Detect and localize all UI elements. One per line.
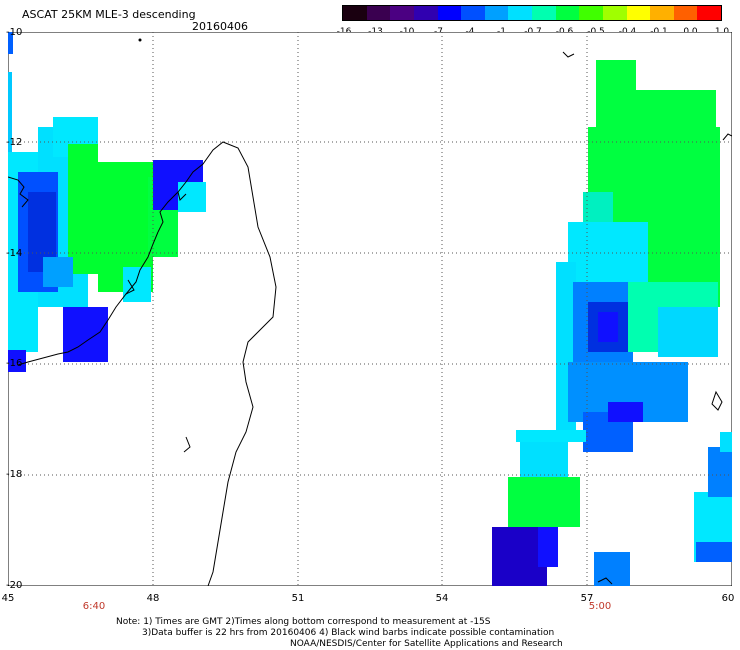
time-label-east: 5:00 xyxy=(588,601,612,612)
plot-title: ASCAT 25KM MLE-3 descending xyxy=(22,8,196,21)
y-label-12: -12 xyxy=(6,137,23,148)
data-swath-west xyxy=(8,32,206,372)
colorbar-segment xyxy=(508,6,532,20)
colorbar-segment xyxy=(390,6,414,20)
colorbar-segment xyxy=(697,6,721,20)
x-label-45: 45 xyxy=(1,593,15,604)
plot-date: 20160406 xyxy=(192,20,248,33)
footnote-line-1: Note: 1) Times are GMT 2)Times along bot… xyxy=(116,617,491,627)
footnote-line-2: 3)Data buffer is 22 hrs from 20160406 4)… xyxy=(142,628,555,638)
y-label-18: -18 xyxy=(6,469,23,480)
y-label-10: -10 xyxy=(6,27,23,38)
y-label-14: -14 xyxy=(6,248,23,259)
colorbar-segment xyxy=(437,6,462,20)
x-label-57: 57 xyxy=(580,593,594,604)
reference-dot xyxy=(138,38,142,42)
colorbar-segment xyxy=(602,6,627,20)
x-label-54: 54 xyxy=(435,593,449,604)
colorbar-segment xyxy=(673,6,698,20)
colorbar-segment xyxy=(579,6,603,20)
colorbar-segment xyxy=(555,6,580,20)
x-label-51: 51 xyxy=(291,593,305,604)
colorbar-segment xyxy=(650,6,674,20)
colorbar-segment xyxy=(532,6,556,20)
colorbar-segment xyxy=(484,6,509,20)
colorbar-segment xyxy=(626,6,651,20)
y-label-20: -20 xyxy=(6,580,23,591)
x-label-48: 48 xyxy=(146,593,160,604)
colorbar-segment xyxy=(366,6,391,20)
colorbar xyxy=(342,5,722,21)
map-canvas xyxy=(8,32,732,586)
colorbar-segment xyxy=(461,6,485,20)
footnote-line-3: NOAA/NESDIS/Center for Satellite Applica… xyxy=(290,639,563,649)
x-label-60: 60 xyxy=(721,593,735,604)
graticule xyxy=(8,32,732,586)
coastline xyxy=(8,51,732,586)
data-swath-east xyxy=(492,60,732,586)
time-label-west: 6:40 xyxy=(82,601,106,612)
colorbar-segment xyxy=(343,6,367,20)
y-label-16: -16 xyxy=(6,358,23,369)
colorbar-segment xyxy=(413,6,438,20)
